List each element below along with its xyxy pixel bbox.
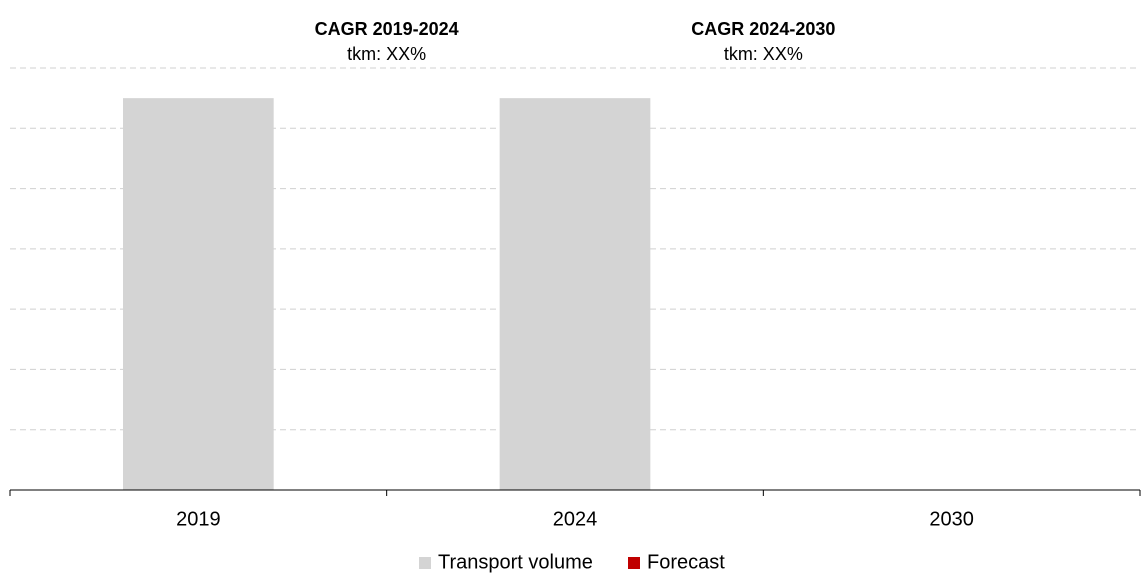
legend-swatch: [628, 557, 640, 569]
annotation-text: tkm: XX%: [724, 44, 803, 64]
legend-label: Forecast: [647, 551, 725, 573]
annotation-text: tkm: XX%: [347, 44, 426, 64]
annotation-title: CAGR 2024-2030: [691, 19, 835, 39]
legend-swatch: [419, 557, 431, 569]
x-tick-label: 2030: [929, 508, 974, 530]
legend-label: Transport volume: [438, 551, 593, 573]
x-tick-label: 2024: [553, 508, 598, 530]
x-tick-label: 2019: [176, 508, 221, 530]
bar: [499, 98, 651, 491]
bar: [123, 98, 274, 491]
annotation-title: CAGR 2019-2024: [315, 19, 459, 39]
